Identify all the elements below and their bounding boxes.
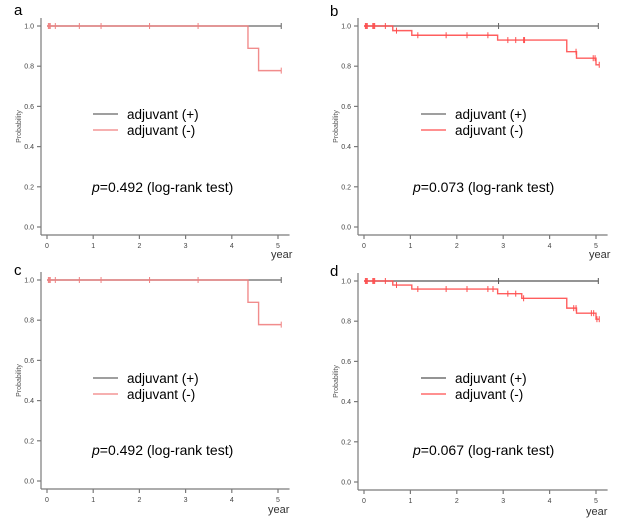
x-tick-label: 2 — [455, 498, 459, 505]
x-tick-label: 3 — [184, 497, 188, 504]
p-value-symbol: p — [91, 179, 100, 195]
x-tick-label: 2 — [137, 243, 141, 250]
y-axis-label: Probability — [333, 110, 340, 143]
km-curve-adjuvant-minus — [47, 25, 282, 72]
legend-label-adjuvant-plus: adjuvant (+) — [127, 107, 199, 122]
p-value-text: =0.067 (log-rank test) — [421, 442, 554, 458]
panel-letter: c — [14, 262, 22, 279]
km-panel-a: a 0.0 0.2 0.4 0.6 0.8 1.0 0 1 2 3 4 5 Probability year… — [14, 2, 293, 261]
y-tick-label: 1.0 — [341, 279, 351, 286]
y-tick-label: 0.6 — [341, 359, 351, 366]
p-value-symbol: p — [412, 179, 421, 195]
p-value-text: =0.492 (log-rank test) — [100, 442, 233, 458]
p-value-text: =0.492 (log-rank test) — [100, 179, 233, 195]
panel-letter: b — [330, 3, 338, 20]
p-value-annotation: p=0.492 (log-rank test) — [91, 442, 233, 458]
x-tick-label: 0 — [45, 243, 49, 250]
y-tick-label: 1.0 — [24, 24, 34, 31]
x-tick-label: 5 — [594, 498, 598, 505]
km-panel-c: c 0.0 0.2 0.4 0.6 0.8 1.0 0 1 2 3 4 5 Probability year… — [14, 262, 290, 516]
x-tick-label: 1 — [91, 497, 95, 504]
x-tick-label: 4 — [548, 498, 552, 505]
x-axis-label: year — [268, 504, 290, 516]
x-tick-label: 0 — [362, 243, 366, 250]
y-tick-label: 0.2 — [24, 184, 34, 191]
x-axis-label: year — [271, 249, 293, 261]
panel-letter: a — [14, 2, 23, 19]
panel-letter: d — [330, 263, 338, 280]
x-tick-label: 0 — [45, 497, 49, 504]
x-tick-label: 3 — [501, 498, 505, 505]
y-axis-label: Probability — [16, 364, 23, 397]
x-tick-label: 4 — [548, 243, 552, 250]
x-tick-label: 2 — [455, 243, 459, 250]
km-curve-adjuvant-minus — [364, 25, 600, 66]
y-tick-label: 0.8 — [24, 64, 34, 71]
p-value-annotation: p=0.067 (log-rank test) — [412, 442, 554, 458]
y-tick-label: 0.4 — [24, 398, 34, 405]
km-panel-b: b 0.0 0.2 0.4 0.6 0.8 1.0 0 1 2 3 4 5 Probability year… — [330, 3, 611, 261]
y-axis-label: Probability — [333, 365, 340, 398]
x-tick-label: 4 — [230, 243, 234, 250]
p-value-text: =0.073 (log-rank test) — [421, 179, 554, 195]
x-tick-label: 1 — [408, 243, 412, 250]
y-tick-label: 0.2 — [341, 184, 351, 191]
x-tick-label: 1 — [91, 243, 95, 250]
y-tick-label: 0.4 — [24, 144, 34, 151]
y-tick-label: 0.0 — [24, 479, 34, 486]
km-curve-adjuvant-minus — [364, 280, 600, 320]
legend-label-adjuvant-plus: adjuvant (+) — [127, 371, 199, 386]
y-tick-label: 0.4 — [341, 144, 351, 151]
legend-label-adjuvant-minus: adjuvant (-) — [127, 123, 195, 138]
x-tick-label: 5 — [594, 243, 598, 250]
x-tick-label: 1 — [408, 498, 412, 505]
y-tick-label: 0.8 — [24, 318, 34, 325]
y-tick-label: 0.2 — [341, 439, 351, 446]
y-tick-label: 0.0 — [341, 225, 351, 232]
legend-label-adjuvant-plus: adjuvant (+) — [455, 371, 527, 386]
p-value-annotation: p=0.073 (log-rank test) — [412, 179, 554, 195]
y-tick-label: 0.4 — [341, 399, 351, 406]
km-panel-d: d 0.0 0.2 0.4 0.6 0.8 1.0 0 1 2 3 4 5 Probability year… — [330, 263, 608, 518]
x-tick-label: 3 — [501, 243, 505, 250]
x-tick-label: 2 — [137, 497, 141, 504]
x-tick-label: 5 — [276, 497, 280, 504]
legend-label-adjuvant-minus: adjuvant (-) — [455, 387, 523, 402]
y-tick-label: 0.8 — [341, 319, 351, 326]
x-axis-label: year — [589, 249, 611, 261]
legend-label-adjuvant-plus: adjuvant (+) — [455, 107, 527, 122]
y-tick-label: 0.8 — [341, 64, 351, 71]
km-curve-adjuvant-minus — [47, 279, 282, 326]
legend-label-adjuvant-minus: adjuvant (-) — [127, 387, 195, 402]
p-value-symbol: p — [412, 442, 421, 458]
x-tick-label: 0 — [362, 498, 366, 505]
y-tick-label: 0.6 — [24, 104, 34, 111]
y-tick-label: 1.0 — [24, 278, 34, 285]
p-value-annotation: p=0.492 (log-rank test) — [91, 179, 233, 195]
y-tick-label: 1.0 — [341, 24, 351, 31]
legend-label-adjuvant-minus: adjuvant (-) — [455, 123, 523, 138]
y-tick-label: 0.0 — [24, 225, 34, 232]
y-axis-label: Probability — [16, 110, 23, 143]
y-tick-label: 0.6 — [24, 358, 34, 365]
y-tick-label: 0.2 — [24, 438, 34, 445]
y-tick-label: 0.0 — [341, 480, 351, 487]
x-tick-label: 4 — [230, 497, 234, 504]
y-tick-label: 0.6 — [341, 104, 351, 111]
p-value-symbol: p — [91, 442, 100, 458]
x-tick-label: 5 — [276, 243, 280, 250]
x-tick-label: 3 — [184, 243, 188, 250]
x-axis-label: year — [586, 506, 608, 518]
